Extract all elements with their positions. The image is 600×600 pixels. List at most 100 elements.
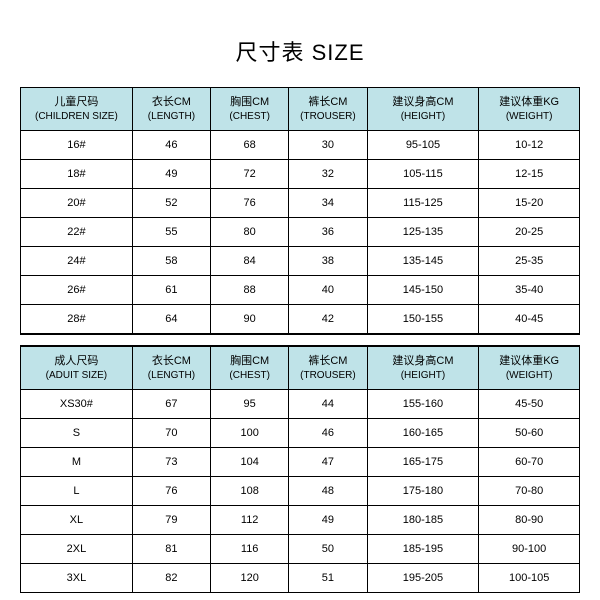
- table-row: XS30#679544155-16045-50: [21, 390, 580, 419]
- table-row: 3XL8212051195-205100-105: [21, 564, 580, 593]
- table-row: S7010046160-16550-60: [21, 419, 580, 448]
- table-cell: 80: [211, 218, 289, 247]
- table-cell: 108: [211, 477, 289, 506]
- table-row: 26#618840145-15035-40: [21, 276, 580, 305]
- table-row: 28#649042150-15540-45: [21, 305, 580, 334]
- column-header: 胸围CM(CHEST): [211, 88, 289, 131]
- table-cell: 61: [132, 276, 210, 305]
- column-header: 建议体重KG(WEIGHT): [479, 88, 580, 131]
- table-cell: 30: [289, 131, 367, 160]
- table-cell: 18#: [21, 160, 133, 189]
- table-cell: 104: [211, 448, 289, 477]
- table-cell: 145-150: [367, 276, 479, 305]
- table-row: 16#46683095-10510-12: [21, 131, 580, 160]
- table-cell: 100: [211, 419, 289, 448]
- table-cell: 22#: [21, 218, 133, 247]
- table-row: L7610848175-18070-80: [21, 477, 580, 506]
- table-cell: 84: [211, 247, 289, 276]
- gap-row: [20, 335, 580, 346]
- table-cell: 160-165: [367, 419, 479, 448]
- table-cell: 95: [211, 390, 289, 419]
- table-cell: XL: [21, 506, 133, 535]
- table-cell: 112: [211, 506, 289, 535]
- table-cell: 28#: [21, 305, 133, 334]
- table-cell: 100-105: [479, 564, 580, 593]
- table-cell: 10-12: [479, 131, 580, 160]
- children-size-table: 儿童尺码(CHILDREN SIZE)衣长CM(LENGTH)胸围CM(CHES…: [20, 87, 580, 334]
- table-cell: 81: [132, 535, 210, 564]
- table-cell: 2XL: [21, 535, 133, 564]
- table-cell: 42: [289, 305, 367, 334]
- table-cell: 50-60: [479, 419, 580, 448]
- table-cell: 25-35: [479, 247, 580, 276]
- table-cell: 175-180: [367, 477, 479, 506]
- column-header: 裤长CM(TROUSER): [289, 347, 367, 390]
- table-cell: 12-15: [479, 160, 580, 189]
- table-cell: 76: [132, 477, 210, 506]
- table-cell: 150-155: [367, 305, 479, 334]
- table-cell: 49: [289, 506, 367, 535]
- table-cell: 64: [132, 305, 210, 334]
- table-cell: 3XL: [21, 564, 133, 593]
- table-cell: 155-160: [367, 390, 479, 419]
- column-header: 裤长CM(TROUSER): [289, 88, 367, 131]
- table-cell: 73: [132, 448, 210, 477]
- table-row: 2XL8111650185-19590-100: [21, 535, 580, 564]
- table-cell: 72: [211, 160, 289, 189]
- table-cell: 135-145: [367, 247, 479, 276]
- adult-size-table: 成人尺码(ADUIT SIZE)衣长CM(LENGTH)胸围CM(CHEST)裤…: [20, 346, 580, 593]
- table-cell: 76: [211, 189, 289, 218]
- table-cell: 51: [289, 564, 367, 593]
- table-cell: 165-175: [367, 448, 479, 477]
- table-cell: 44: [289, 390, 367, 419]
- table-cell: 46: [132, 131, 210, 160]
- table-cell: 90-100: [479, 535, 580, 564]
- size-tables: 儿童尺码(CHILDREN SIZE)衣长CM(LENGTH)胸围CM(CHES…: [20, 87, 580, 593]
- adult-header-row: 成人尺码(ADUIT SIZE)衣长CM(LENGTH)胸围CM(CHEST)裤…: [21, 347, 580, 390]
- table-cell: 35-40: [479, 276, 580, 305]
- table-cell: XS30#: [21, 390, 133, 419]
- table-cell: 55: [132, 218, 210, 247]
- table-cell: 70: [132, 419, 210, 448]
- table-row: M7310447165-17560-70: [21, 448, 580, 477]
- table-cell: 50: [289, 535, 367, 564]
- table-cell: 195-205: [367, 564, 479, 593]
- table-cell: 38: [289, 247, 367, 276]
- column-header: 胸围CM(CHEST): [211, 347, 289, 390]
- table-cell: 52: [132, 189, 210, 218]
- table-cell: 70-80: [479, 477, 580, 506]
- column-header: 衣长CM(LENGTH): [132, 88, 210, 131]
- gap-table: [20, 334, 580, 346]
- table-cell: M: [21, 448, 133, 477]
- table-cell: 16#: [21, 131, 133, 160]
- table-cell: 20-25: [479, 218, 580, 247]
- table-cell: 80-90: [479, 506, 580, 535]
- table-cell: 67: [132, 390, 210, 419]
- table-cell: 48: [289, 477, 367, 506]
- table-cell: L: [21, 477, 133, 506]
- table-cell: 40: [289, 276, 367, 305]
- table-cell: 120: [211, 564, 289, 593]
- table-cell: 60-70: [479, 448, 580, 477]
- table-row: 24#588438135-14525-35: [21, 247, 580, 276]
- column-header: 成人尺码(ADUIT SIZE): [21, 347, 133, 390]
- table-cell: 116: [211, 535, 289, 564]
- table-cell: 180-185: [367, 506, 479, 535]
- table-cell: 47: [289, 448, 367, 477]
- table-cell: 20#: [21, 189, 133, 218]
- table-cell: 58: [132, 247, 210, 276]
- column-header: 衣长CM(LENGTH): [132, 347, 210, 390]
- table-cell: 36: [289, 218, 367, 247]
- table-cell: 95-105: [367, 131, 479, 160]
- table-cell: 49: [132, 160, 210, 189]
- table-cell: 32: [289, 160, 367, 189]
- table-cell: 68: [211, 131, 289, 160]
- table-row: 18#497232105-11512-15: [21, 160, 580, 189]
- column-header: 建议体重KG(WEIGHT): [479, 347, 580, 390]
- table-cell: 79: [132, 506, 210, 535]
- table-cell: 125-135: [367, 218, 479, 247]
- column-header: 建议身高CM(HEIGHT): [367, 347, 479, 390]
- table-cell: 105-115: [367, 160, 479, 189]
- children-header-row: 儿童尺码(CHILDREN SIZE)衣长CM(LENGTH)胸围CM(CHES…: [21, 88, 580, 131]
- table-cell: 45-50: [479, 390, 580, 419]
